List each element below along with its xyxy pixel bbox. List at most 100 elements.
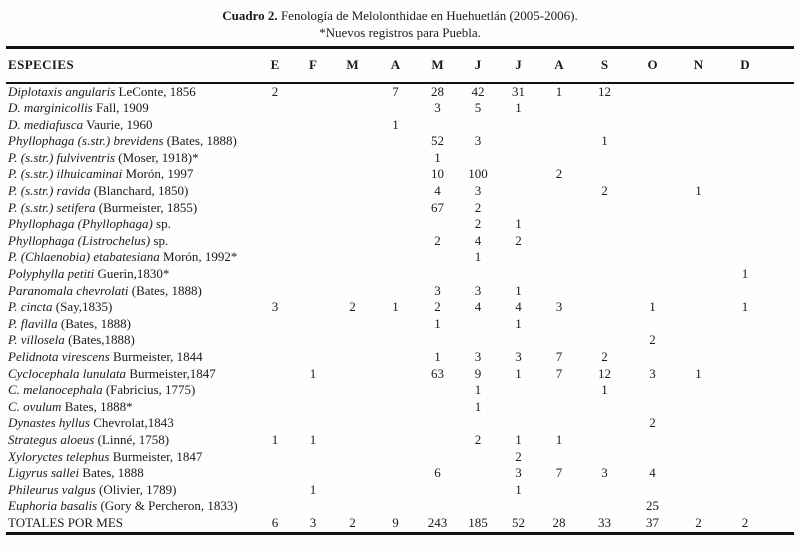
table-body: Diplotaxis angularis LeConte, 1856 2 7 28 42…	[6, 83, 794, 534]
month-value-cell	[676, 133, 721, 150]
species-name-roman: (Gory & Percheron, 1833)	[97, 498, 238, 514]
month-value-cell	[538, 100, 580, 117]
month-value-cell	[629, 283, 676, 300]
month-value-cell	[332, 399, 373, 416]
month-value-cell	[256, 465, 294, 482]
month-value-cell: 1	[392, 299, 399, 315]
month-value-cell	[499, 249, 538, 266]
month-value-cell	[538, 332, 580, 349]
species-name-italic: Ligyrus sallei	[8, 465, 80, 481]
month-value-cell: 3	[434, 282, 441, 298]
month-value-cell	[373, 399, 418, 416]
species-column-header: ESPECIES	[8, 57, 75, 73]
month-value-cell	[418, 216, 457, 233]
month-value-cell: 3	[271, 299, 279, 315]
month-value-cell	[256, 100, 294, 117]
month-header: S	[600, 57, 609, 73]
month-value-cell	[580, 482, 629, 499]
month-value-cell	[538, 482, 580, 499]
month-value-cell	[676, 150, 721, 167]
table-row: Polyphylla petiti Guerin,1830* 1	[6, 266, 794, 283]
month-value-cell: 3	[601, 465, 608, 481]
month-value-cell	[721, 415, 769, 432]
month-value-cell	[256, 166, 294, 183]
month-value-cell	[457, 316, 499, 333]
header-row: ESPECIES E F M A M J J A S O N D	[6, 47, 794, 83]
month-value-cell	[538, 449, 580, 466]
month-value-cell	[580, 332, 629, 349]
month-value-cell	[457, 449, 499, 466]
month-value-cell	[629, 432, 676, 449]
month-value-cell: 2	[601, 349, 608, 364]
month-value-cell: 1	[515, 481, 522, 497]
month-value-cell	[676, 283, 721, 300]
month-value-cell	[629, 166, 676, 183]
month-value-cell	[332, 100, 373, 117]
month-value-cell	[332, 166, 373, 183]
species-name-italic: Phyllophaga (s.str.) brevidens	[8, 133, 164, 149]
row-spacer	[769, 216, 794, 233]
month-value-cell	[373, 216, 418, 233]
month-value-cell	[499, 117, 538, 134]
month-value-cell	[256, 150, 294, 167]
species-name-cell: Polyphylla petiti Guerin,1830*	[6, 266, 256, 283]
table-caption: Cuadro 2. Fenología de Melolonthidae en …	[0, 7, 800, 41]
month-value-cell	[256, 349, 294, 366]
month-value-cell: 67	[431, 199, 444, 215]
table-row: Diplotaxis angularis LeConte, 1856 2 7 28 42…	[6, 83, 794, 101]
month-value-cell: 28	[431, 83, 444, 99]
month-value-cell: 1	[695, 183, 702, 199]
month-value-cell	[256, 216, 294, 233]
table-row: Phyllophaga (s.str.) brevidens (Bates, 1…	[6, 133, 794, 150]
month-value-cell	[373, 332, 418, 349]
month-value-cell	[332, 283, 373, 300]
month-value-cell	[499, 415, 538, 432]
month-value-cell	[256, 316, 294, 333]
month-value-cell: 2	[434, 232, 441, 248]
row-spacer	[769, 233, 794, 250]
month-value-cell	[294, 299, 332, 316]
month-value-cell	[580, 117, 629, 134]
species-name-italic: Polyphylla petiti	[8, 266, 95, 282]
month-value-cell: 1	[434, 315, 441, 331]
species-name-italic: P. cincta	[8, 299, 53, 315]
month-value-cell: 52	[512, 514, 525, 530]
month-value-cell: 185	[468, 514, 488, 530]
row-spacer	[769, 515, 794, 533]
species-name-roman: (Fabricius, 1775)	[102, 382, 196, 398]
table-row: Strategus aloeus (Linné, 1758) 1 1 2 1 1	[6, 432, 794, 449]
month-value-cell	[538, 415, 580, 432]
species-name-roman: Vaurie, 1960	[83, 116, 153, 132]
month-value-cell	[580, 150, 629, 167]
month-value-cell: 63	[431, 365, 444, 381]
species-name-roman: (Bates, 1888)	[163, 133, 237, 149]
month-value-cell: 4	[649, 465, 656, 481]
row-spacer	[769, 432, 794, 449]
species-name-italic: Strategus aloeus	[8, 431, 95, 447]
month-value-cell	[676, 399, 721, 416]
month-value-cell	[580, 166, 629, 183]
species-name-cell: Paranomala chevrolati (Bates, 1888)	[6, 283, 256, 300]
month-value-cell	[373, 283, 418, 300]
month-value-cell: 1	[555, 431, 563, 447]
species-name-cell: Phileurus valgus (Olivier, 1789)	[6, 482, 256, 499]
month-value-cell	[538, 399, 580, 416]
month-value-cell	[629, 249, 676, 266]
table-row: Ligyrus sallei Bates, 1888 6 3 7 3 4	[6, 465, 794, 482]
caption-line: Cuadro 2. Fenología de Melolonthidae en …	[0, 7, 800, 24]
month-value-cell	[418, 415, 457, 432]
month-header: N	[693, 57, 704, 73]
month-value-cell	[676, 233, 721, 250]
month-value-cell: 243	[427, 514, 448, 530]
month-value-cell	[721, 482, 769, 499]
species-name-cell: Dynastes hyllus Chevrolat,1843	[6, 415, 256, 432]
month-value-cell	[294, 249, 332, 266]
month-value-cell	[499, 166, 538, 183]
month-value-cell	[256, 283, 294, 300]
species-name-roman: (Olivier, 1789)	[95, 481, 177, 497]
month-value-cell	[676, 216, 721, 233]
month-value-cell	[256, 399, 294, 416]
month-value-cell	[294, 399, 332, 416]
month-value-cell	[580, 100, 629, 117]
month-value-cell: 1	[474, 249, 482, 265]
